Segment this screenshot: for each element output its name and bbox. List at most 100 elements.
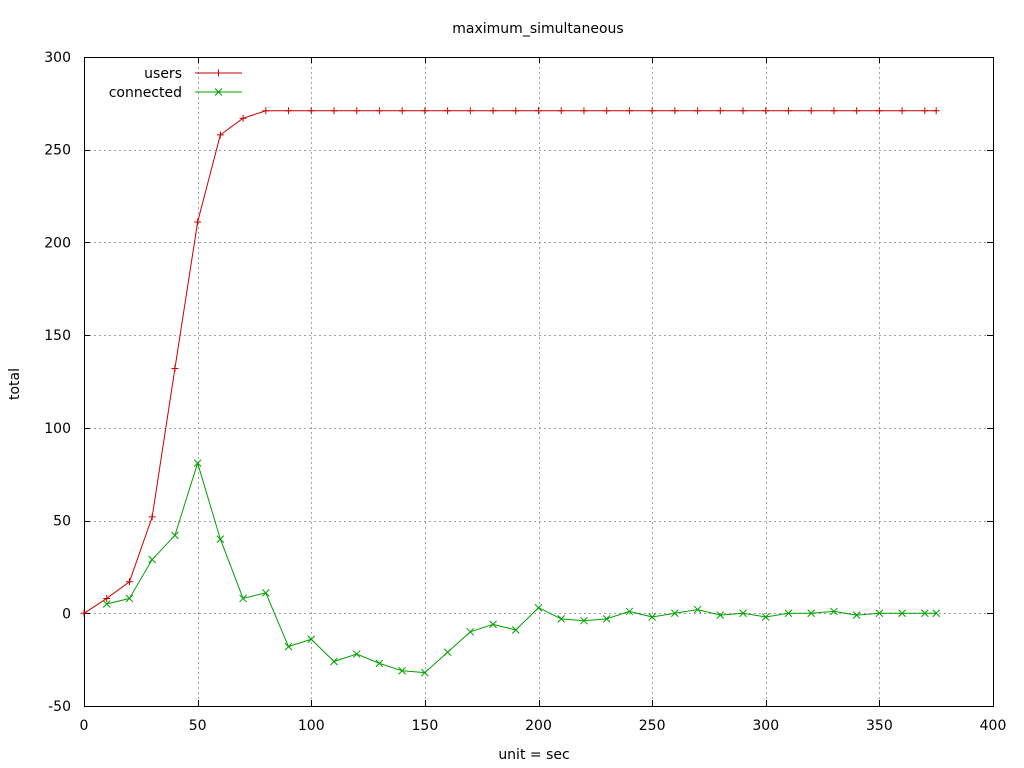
data-point-connected [898, 609, 906, 618]
legend-marker-users [215, 69, 222, 77]
data-point-connected [580, 616, 588, 625]
data-point-users [80, 609, 88, 617]
legend: users connected [109, 66, 242, 101]
legend-label-connected: connected [109, 85, 182, 101]
data-point-connected [421, 668, 429, 677]
data-point-users [784, 107, 792, 115]
data-point-users [512, 107, 520, 115]
data-point-users [307, 107, 315, 115]
data-point-users [932, 107, 940, 115]
data-point-users [239, 114, 247, 122]
series-line-users [83, 110, 937, 614]
y-tick-label: -50 [48, 699, 71, 715]
data-point-users [216, 131, 224, 139]
y-axis-label: total [7, 368, 23, 400]
y-tick-label: 100 [44, 421, 71, 437]
data-point-users [421, 107, 429, 115]
data-point-connected [852, 611, 861, 619]
data-point-users [921, 107, 929, 115]
data-point-connected [125, 594, 134, 603]
data-point-connected [216, 535, 225, 543]
data-point-connected [932, 609, 941, 618]
chart-title: maximum_simultaneous [452, 21, 623, 37]
data-point-connected [239, 594, 247, 603]
data-point-connected [739, 609, 747, 618]
data-point-connected [920, 609, 929, 618]
data-point-connected [830, 607, 838, 616]
y-tick-label: 150 [44, 328, 71, 344]
data-point-connected [193, 459, 202, 467]
data-point-users [875, 107, 883, 115]
legend-marker-connected [214, 88, 223, 96]
data-point-users [171, 365, 179, 373]
data-point-connected [375, 659, 384, 668]
data-point-users [603, 107, 611, 115]
data-point-connected [648, 613, 656, 621]
x-tick-label: 150 [412, 718, 439, 734]
data-point-connected [352, 650, 361, 658]
data-point-users [330, 107, 338, 115]
data-point-connected [330, 657, 338, 666]
x-tick-label: 300 [752, 718, 779, 734]
series-connected [102, 459, 941, 677]
axis-ticks: 0 50 100 150 200 250 300 350 400 -50 0 50 100 150 200 2… [44, 50, 1006, 734]
data-point-users [671, 107, 679, 115]
data-point-users [262, 107, 270, 115]
x-tick-label: 350 [866, 718, 893, 734]
y-tick-label: 250 [44, 143, 71, 159]
data-point-users [103, 594, 111, 602]
data-point-users [557, 107, 565, 115]
data-point-users [739, 107, 747, 115]
data-point-users [625, 107, 633, 115]
data-point-connected [148, 555, 157, 564]
data-point-users [194, 218, 202, 226]
data-point-connected [171, 531, 179, 540]
data-point-connected [284, 642, 293, 651]
data-point-connected [761, 613, 770, 621]
series-users [80, 107, 940, 617]
data-point-users [489, 107, 497, 115]
data-point-connected [466, 627, 475, 636]
x-tick-label: 0 [80, 718, 89, 734]
x-tick-label: 200 [525, 718, 552, 734]
data-point-users [466, 107, 474, 115]
data-point-users [353, 107, 361, 115]
data-point-users [580, 107, 588, 115]
data-point-connected [307, 635, 316, 644]
data-point-connected [261, 589, 270, 597]
data-point-connected [807, 609, 816, 618]
data-point-users [694, 107, 702, 115]
x-tick-label: 100 [298, 718, 325, 734]
y-tick-label: 0 [62, 606, 71, 622]
data-point-connected [102, 600, 111, 608]
data-point-connected [443, 648, 452, 657]
data-point-users [375, 107, 383, 115]
data-point-users [807, 107, 815, 115]
series-line-connected [106, 461, 937, 674]
x-axis-label: unit = sec [498, 747, 569, 763]
grid [84, 57, 993, 706]
x-tick-label: 400 [980, 718, 1007, 734]
legend-label-users: users [144, 66, 182, 82]
data-point-users [444, 107, 452, 115]
data-point-users [830, 107, 838, 115]
data-point-users [648, 107, 656, 115]
y-tick-label: 300 [44, 50, 71, 66]
data-point-users [398, 107, 406, 115]
x-tick-label: 250 [639, 718, 666, 734]
data-point-connected [875, 609, 884, 618]
data-point-users [285, 107, 293, 115]
data-point-users [898, 107, 906, 115]
data-point-users [148, 513, 156, 521]
data-point-users [762, 107, 770, 115]
data-point-connected [398, 666, 407, 675]
data-point-connected [670, 609, 679, 618]
data-point-connected [511, 626, 520, 634]
x-tick-label: 50 [189, 718, 207, 734]
data-point-connected [693, 605, 702, 614]
data-point-connected [625, 607, 634, 616]
data-point-connected [784, 609, 793, 618]
data-point-users [716, 107, 724, 115]
data-point-connected [534, 603, 543, 612]
